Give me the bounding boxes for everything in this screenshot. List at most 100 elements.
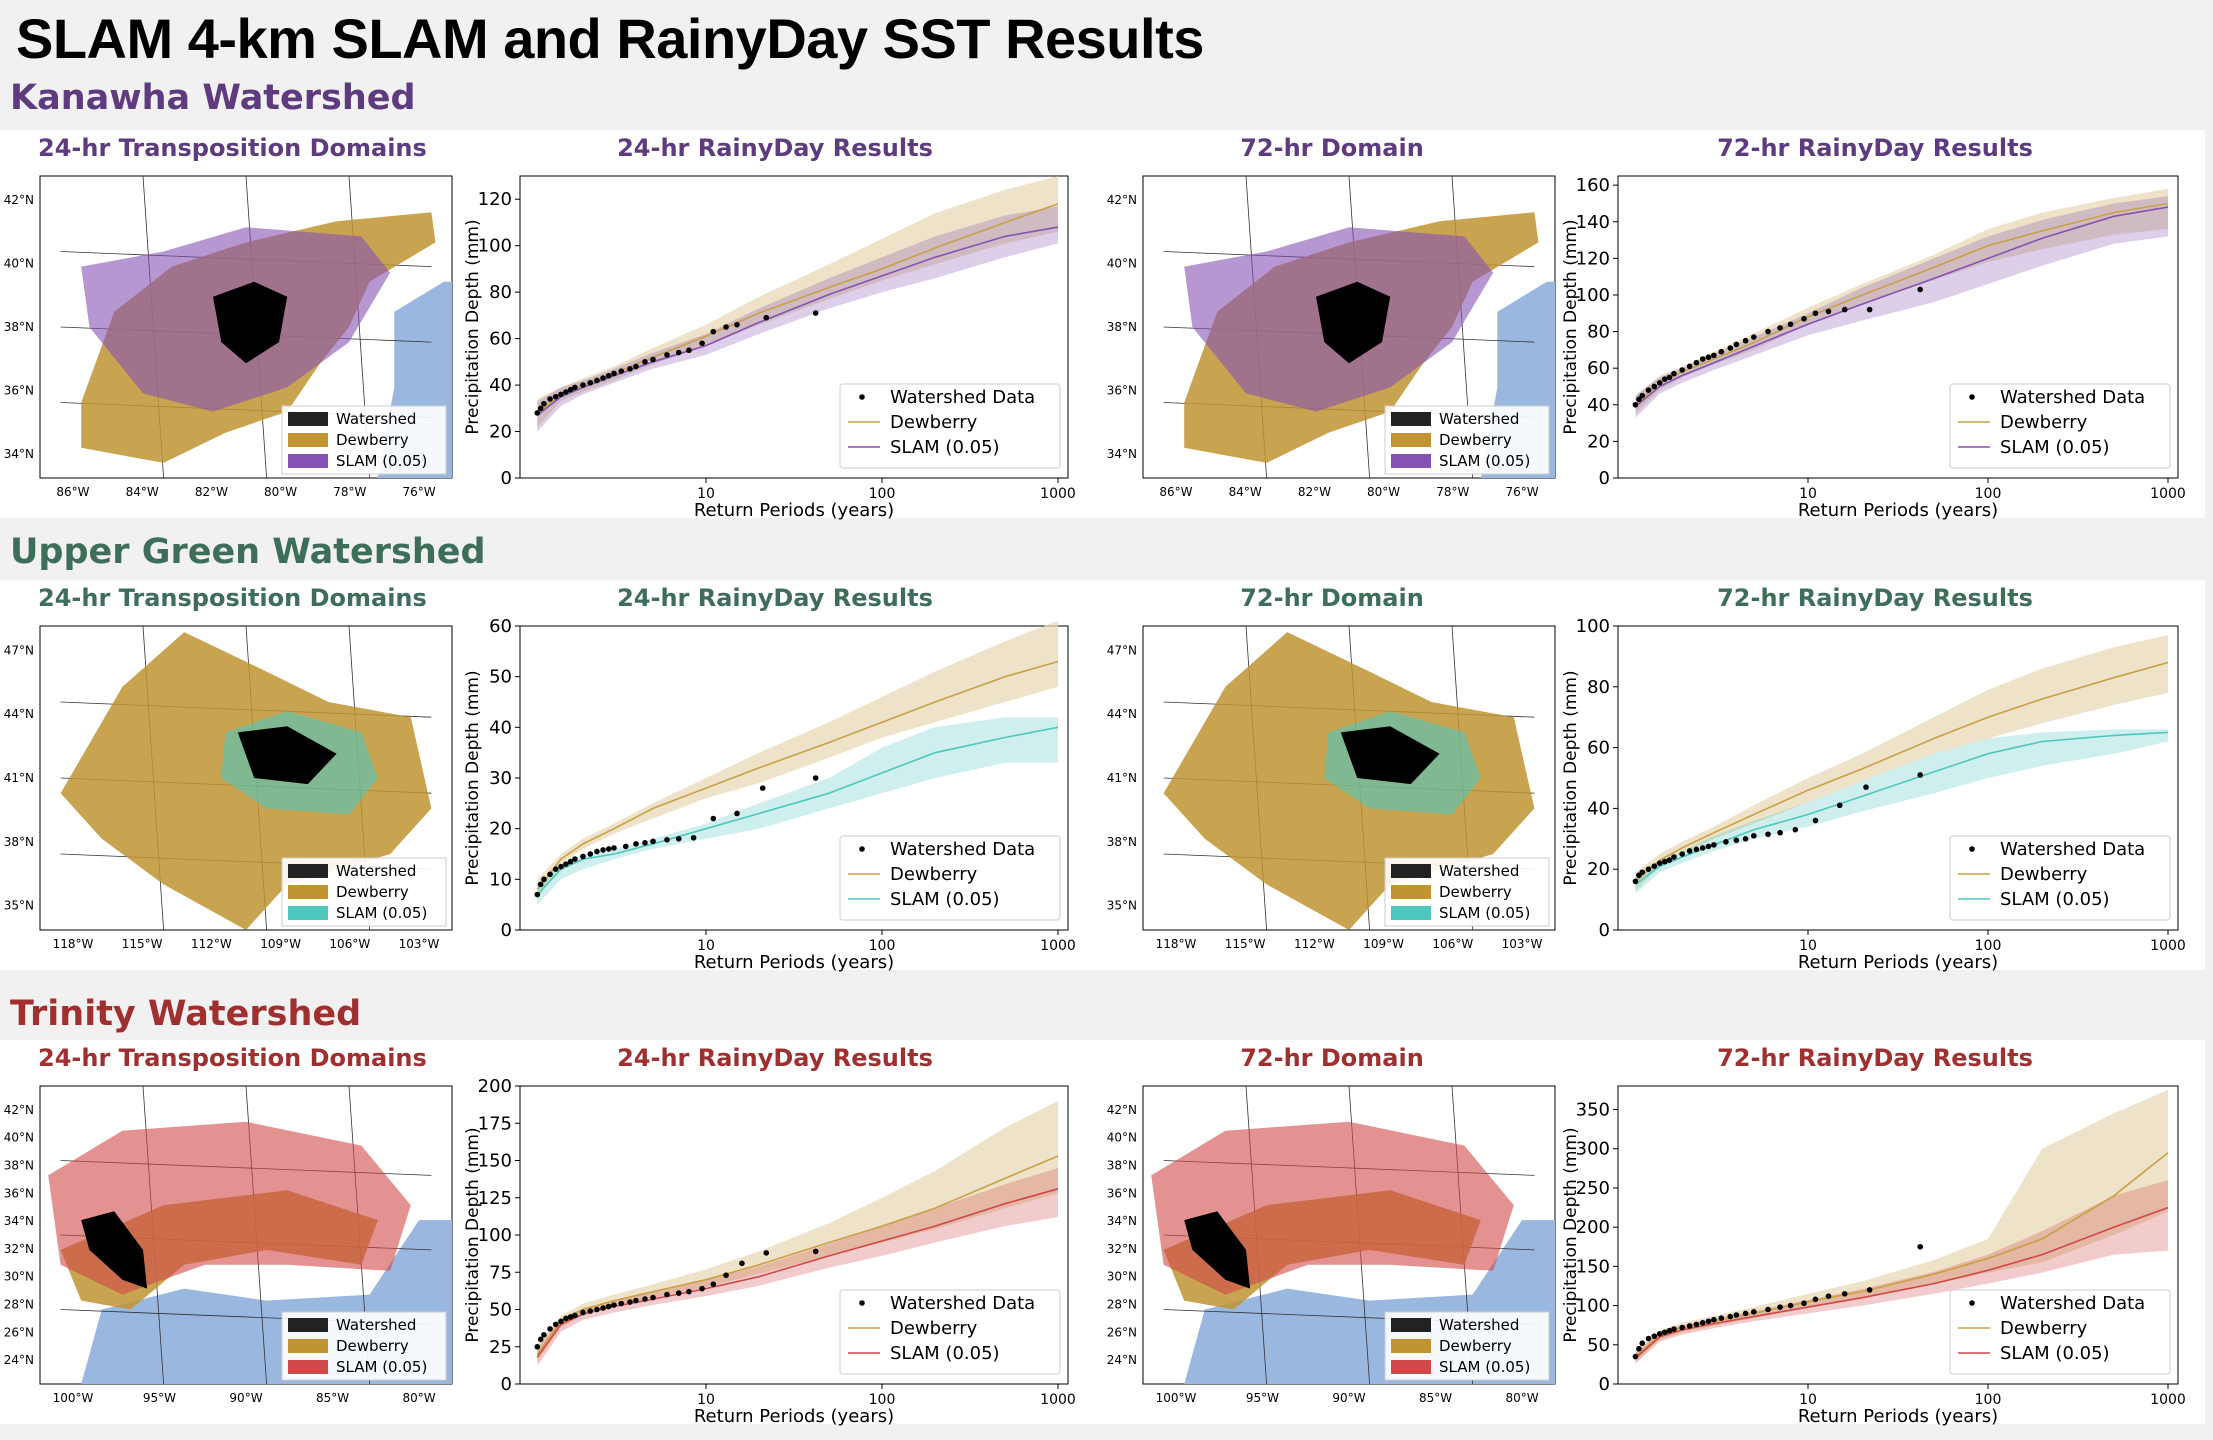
legend-label: SLAM (0.05): [2000, 889, 2110, 910]
watershed-data-point: [812, 310, 819, 316]
map-lon-label: 85°W: [316, 1391, 349, 1405]
legend-label: SLAM (0.05): [2000, 437, 2110, 458]
page-title: SLAM 4-km SLAM and RainyDay SST Results: [16, 7, 1204, 70]
y-tick-label: 100: [1576, 1296, 1610, 1317]
watershed-data-point: [1917, 1243, 1923, 1250]
transposition-map: 47°N 44°N 41°N 38°N 35°N 118°W 115°W 112°W 109°W…: [4, 625, 453, 951]
watershed-data-point: [675, 836, 682, 842]
watershed-data-point: [611, 370, 617, 377]
y-tick-label: 30: [489, 768, 512, 789]
watershed-data-point: [1863, 784, 1869, 790]
panel-title: 72-hr RainyDay Results: [1717, 584, 2033, 612]
x-axis-label: Return Periods (years): [694, 952, 894, 973]
x-tick-label: 1000: [2150, 486, 2186, 502]
y-tick-label: 100: [1576, 285, 1610, 306]
y-tick-label: 40: [1587, 395, 1610, 416]
panel-title: 24-hr Transposition Domains: [38, 584, 427, 612]
legend-marker-points: [1969, 846, 1975, 852]
map-legend-label: Dewberry: [1439, 1337, 1512, 1355]
map-lon-label: 90°W: [229, 1391, 262, 1405]
watershed-data-point: [567, 1314, 574, 1320]
map-legend-swatch: [1391, 906, 1431, 920]
map-legend-label: Watershed: [1439, 1316, 1519, 1334]
watershed-data-point: [633, 1297, 639, 1304]
slam-band: [1635, 196, 2168, 418]
dewberry-band: [1635, 188, 2168, 414]
watershed-data-point: [594, 1306, 600, 1313]
watershed-data-point: [627, 1299, 633, 1305]
map-legend-swatch: [288, 412, 328, 426]
watershed-data-point: [675, 349, 682, 356]
watershed-data-point: [1679, 851, 1685, 857]
y-tick-label: 60: [489, 329, 512, 350]
watershed-data-point: [1765, 831, 1771, 838]
chart-legend: [1949, 835, 2171, 921]
map-lat-label: 26°N: [4, 1325, 34, 1339]
map-lat-label: 24°N: [1107, 1353, 1137, 1367]
map-legend-label: SLAM (0.05): [1439, 904, 1530, 922]
y-axis-label: Precipitation Depth (mm): [1561, 219, 1581, 434]
y-tick-label: 120: [1576, 248, 1610, 269]
map-legend-label: SLAM (0.05): [336, 1358, 427, 1376]
map-lat-label: 38°N: [1107, 320, 1137, 334]
map-lon-label: 82°W: [1298, 485, 1331, 499]
watershed-data-point: [1711, 842, 1717, 848]
x-tick-label: 100: [1975, 486, 2002, 502]
x-tick-label: 100: [869, 1392, 896, 1408]
x-axis-label: Return Periods (years): [1798, 1406, 1998, 1427]
panel-title: 24-hr Transposition Domains: [38, 1044, 427, 1072]
map-lon-label: 100°W: [53, 1391, 94, 1405]
watershed-data-point: [759, 785, 766, 791]
panel-title: 72-hr Domain: [1240, 584, 1424, 612]
map-lon-label: 95°W: [143, 1391, 176, 1405]
x-tick-label: 1000: [2150, 938, 2186, 954]
watershed-data-point: [710, 328, 717, 335]
map-lon-label: 76°W: [1505, 485, 1538, 499]
y-tick-label: 20: [489, 819, 512, 840]
watershed-data-point: [611, 1302, 617, 1308]
map-lat-label: 40°N: [4, 257, 34, 271]
map-lat-label: 41°N: [4, 771, 34, 785]
map-legend-label: Dewberry: [336, 431, 409, 449]
map-lat-label: 38°N: [4, 835, 34, 849]
y-tick-label: 0: [1599, 920, 1610, 941]
watershed-data-point: [690, 834, 697, 841]
watershed-data-point: [1812, 817, 1819, 824]
y-tick-label: 0: [501, 1374, 512, 1395]
legend-marker-points: [859, 846, 865, 852]
panel-title: 72-hr Domain: [1240, 134, 1424, 162]
watershed-data-point: [1699, 1320, 1706, 1326]
y-tick-label: 0: [1599, 1374, 1610, 1395]
map-lat-label: 36°N: [1107, 1186, 1137, 1200]
watershed-data-point: [1671, 854, 1677, 860]
watershed-data-point: [1917, 286, 1923, 293]
map-legend-label: Dewberry: [1439, 431, 1512, 449]
watershed-data-point: [611, 845, 617, 851]
map-lat-label: 42°N: [1107, 1103, 1137, 1117]
watershed-data-point: [664, 837, 670, 843]
legend-label: Dewberry: [890, 412, 978, 433]
y-tick-label: 60: [1587, 358, 1610, 379]
watershed-data-point: [1656, 380, 1663, 386]
watershed-data-point: [1917, 772, 1923, 778]
map-lon-label: 95°W: [1246, 1391, 1279, 1405]
watershed-data-point: [650, 838, 656, 845]
map-lat-label: 38°N: [4, 320, 34, 334]
map-lon-label: 115°W: [122, 937, 163, 951]
watershed-data-point: [710, 815, 717, 822]
x-tick-label: 100: [1975, 938, 2002, 954]
map-lat-label: 40°N: [1107, 257, 1137, 271]
watershed-data-point: [563, 1315, 569, 1322]
chart-legend: [839, 835, 1061, 921]
map-legend-label: Watershed: [336, 1316, 416, 1334]
x-tick-label: 10: [1799, 486, 1817, 502]
dewberry-band: [1635, 1089, 2168, 1362]
watershed-data-point: [594, 377, 600, 384]
map-legend-label: SLAM (0.05): [1439, 1358, 1530, 1376]
map-lat-label: 38°N: [1107, 1158, 1137, 1172]
dewberry-line: [536, 1155, 1059, 1355]
map-lon-label: 109°W: [1363, 937, 1404, 951]
map-legend-swatch: [288, 433, 328, 447]
watershed-data-point: [763, 314, 770, 321]
chart-legend: [839, 383, 1061, 469]
